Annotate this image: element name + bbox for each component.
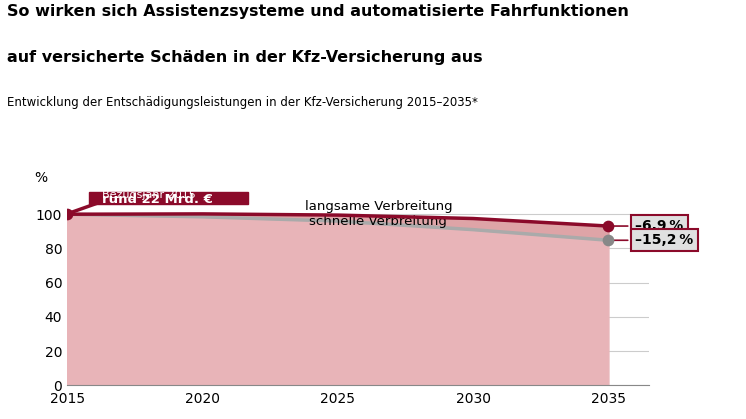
Text: langsame Verbreitung: langsame Verbreitung — [304, 200, 452, 213]
Text: So wirken sich Assistenzsysteme und automatisierte Fahrfunktionen: So wirken sich Assistenzsysteme und auto… — [7, 4, 630, 19]
Text: schnelle Verbreitung: schnelle Verbreitung — [310, 215, 448, 228]
Text: auf versicherte Schäden in der Kfz-Versicherung aus: auf versicherte Schäden in der Kfz-Versi… — [7, 50, 483, 65]
Point — [603, 237, 615, 243]
Text: –6,9 %: –6,9 % — [611, 219, 684, 233]
Point — [603, 223, 615, 230]
Text: rund 22 Mrd. €: rund 22 Mrd. € — [100, 190, 210, 203]
Text: –15,2 %: –15,2 % — [611, 233, 694, 247]
Text: Bezugsjahr 2015: Bezugsjahr 2015 — [100, 188, 193, 198]
Text: rund 22 Mrd. €: rund 22 Mrd. € — [102, 193, 213, 206]
FancyBboxPatch shape — [89, 192, 248, 204]
Text: Bezugsjahr 2015: Bezugsjahr 2015 — [102, 189, 196, 199]
Point — [61, 211, 73, 217]
Text: Entwicklung der Entschädigungsleistungen in der Kfz-Versicherung 2015–2035*: Entwicklung der Entschädigungsleistungen… — [7, 96, 478, 109]
Text: %: % — [34, 171, 48, 185]
